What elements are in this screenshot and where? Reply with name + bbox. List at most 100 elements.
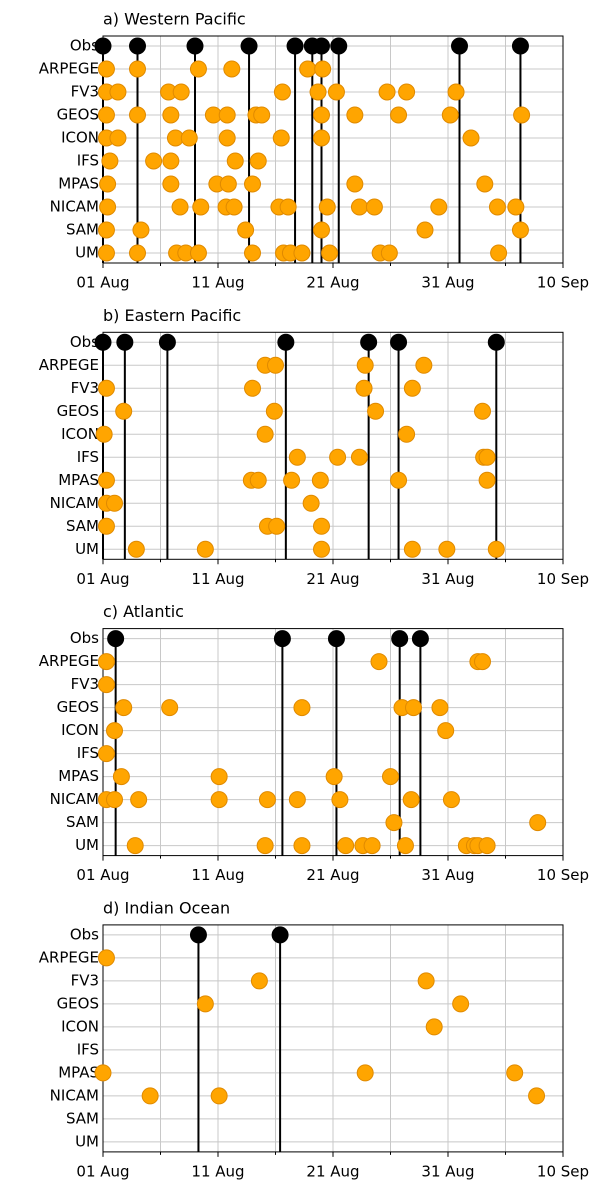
event-dot bbox=[425, 1018, 443, 1036]
row-label: ARPEGE bbox=[39, 60, 99, 78]
event-dot bbox=[318, 198, 336, 216]
event-dot bbox=[367, 402, 385, 420]
event-dot bbox=[129, 106, 146, 124]
event-dot bbox=[101, 152, 119, 170]
event-dot bbox=[272, 129, 290, 147]
event-dot bbox=[115, 699, 133, 717]
event-dot bbox=[210, 768, 228, 786]
event-dot bbox=[478, 448, 496, 466]
event-dot bbox=[141, 1087, 159, 1105]
event-dot bbox=[390, 471, 408, 489]
event-dot bbox=[107, 630, 125, 648]
event-dot bbox=[314, 60, 332, 78]
row-label: GEOS bbox=[57, 698, 99, 716]
x-tick-label: 10 Sep bbox=[537, 274, 589, 292]
x-tick-label: 31 Aug bbox=[421, 570, 474, 588]
event-dot bbox=[476, 175, 494, 193]
row-label: ARPEGE bbox=[39, 356, 99, 374]
event-dot bbox=[244, 175, 261, 193]
row-label: FV3 bbox=[71, 675, 99, 693]
event-dot bbox=[126, 837, 144, 855]
event-dot bbox=[240, 37, 258, 55]
event-dot bbox=[97, 745, 115, 763]
event-dot bbox=[403, 540, 421, 558]
row-label: ICON bbox=[61, 425, 99, 443]
event-dot bbox=[189, 926, 207, 944]
event-dot bbox=[313, 129, 330, 147]
event-dot bbox=[97, 244, 115, 262]
event-dot bbox=[346, 106, 364, 124]
event-dot bbox=[398, 83, 416, 101]
event-dot bbox=[405, 699, 422, 717]
event-dot bbox=[210, 791, 228, 809]
event-dot bbox=[293, 837, 311, 855]
event-dot bbox=[171, 198, 189, 216]
event-dot bbox=[490, 244, 508, 262]
event-dot bbox=[97, 106, 115, 124]
event-dot bbox=[256, 837, 274, 855]
row-label: NICAM bbox=[50, 790, 99, 808]
event-dot bbox=[350, 448, 368, 466]
event-dot bbox=[244, 379, 261, 397]
panel-title: b) Eastern Pacific bbox=[103, 306, 241, 325]
event-dot bbox=[237, 221, 255, 239]
row-label: NICAM bbox=[50, 494, 99, 512]
row-label: SAM bbox=[66, 517, 99, 535]
row-label: Obs bbox=[70, 925, 99, 943]
event-dot bbox=[474, 653, 491, 671]
event-dot bbox=[162, 175, 180, 193]
event-dot bbox=[360, 333, 378, 351]
event-dot bbox=[411, 630, 429, 648]
event-dot bbox=[106, 494, 123, 512]
event-dot bbox=[244, 244, 261, 262]
panel-title: c) Atlantic bbox=[103, 602, 184, 621]
row-label: MPAS bbox=[58, 1063, 99, 1081]
event-dot bbox=[249, 471, 267, 489]
x-tick-label: 01 Aug bbox=[76, 274, 129, 292]
event-dot bbox=[127, 540, 145, 558]
row-label: ARPEGE bbox=[39, 652, 99, 670]
x-tick-label: 21 Aug bbox=[306, 570, 359, 588]
event-dot bbox=[210, 1087, 228, 1105]
event-dot bbox=[355, 379, 373, 397]
event-dot bbox=[273, 630, 291, 648]
event-dot bbox=[391, 630, 409, 648]
event-dot bbox=[97, 949, 115, 967]
x-tick-label: 11 Aug bbox=[191, 570, 244, 588]
x-tick-label: 01 Aug bbox=[76, 1162, 129, 1180]
row-label: GEOS bbox=[57, 402, 99, 420]
row-label: FV3 bbox=[71, 379, 99, 397]
event-dot bbox=[109, 83, 127, 101]
event-dot bbox=[186, 37, 204, 55]
row-label: FV3 bbox=[71, 83, 99, 101]
event-dot bbox=[112, 768, 130, 786]
row-label: NICAM bbox=[50, 1086, 99, 1104]
event-dot bbox=[365, 198, 383, 216]
event-dot bbox=[115, 402, 133, 420]
event-dot bbox=[390, 106, 408, 124]
row-label: ICON bbox=[61, 129, 99, 147]
x-tick-label: 21 Aug bbox=[306, 274, 359, 292]
x-tick-label: 31 Aug bbox=[421, 866, 474, 884]
event-dot bbox=[313, 37, 330, 55]
row-label: ICON bbox=[61, 1017, 99, 1035]
event-dot bbox=[302, 494, 320, 512]
event-dot bbox=[97, 517, 115, 535]
panel-title: a) Western Pacific bbox=[103, 10, 246, 29]
row-label: ARPEGE bbox=[39, 948, 99, 966]
event-dot bbox=[511, 221, 529, 239]
event-dot bbox=[286, 37, 304, 55]
event-dot bbox=[488, 198, 506, 216]
event-dot bbox=[416, 221, 434, 239]
event-dot bbox=[451, 37, 468, 55]
event-dot bbox=[431, 699, 449, 717]
row-label: ICON bbox=[61, 721, 99, 739]
event-dot bbox=[158, 333, 176, 351]
event-dot bbox=[130, 791, 148, 809]
event-dot bbox=[223, 60, 241, 78]
row-label: UM bbox=[75, 540, 99, 558]
row-label: SAM bbox=[66, 1109, 99, 1127]
event-dot bbox=[97, 676, 115, 694]
event-dot bbox=[511, 37, 529, 55]
